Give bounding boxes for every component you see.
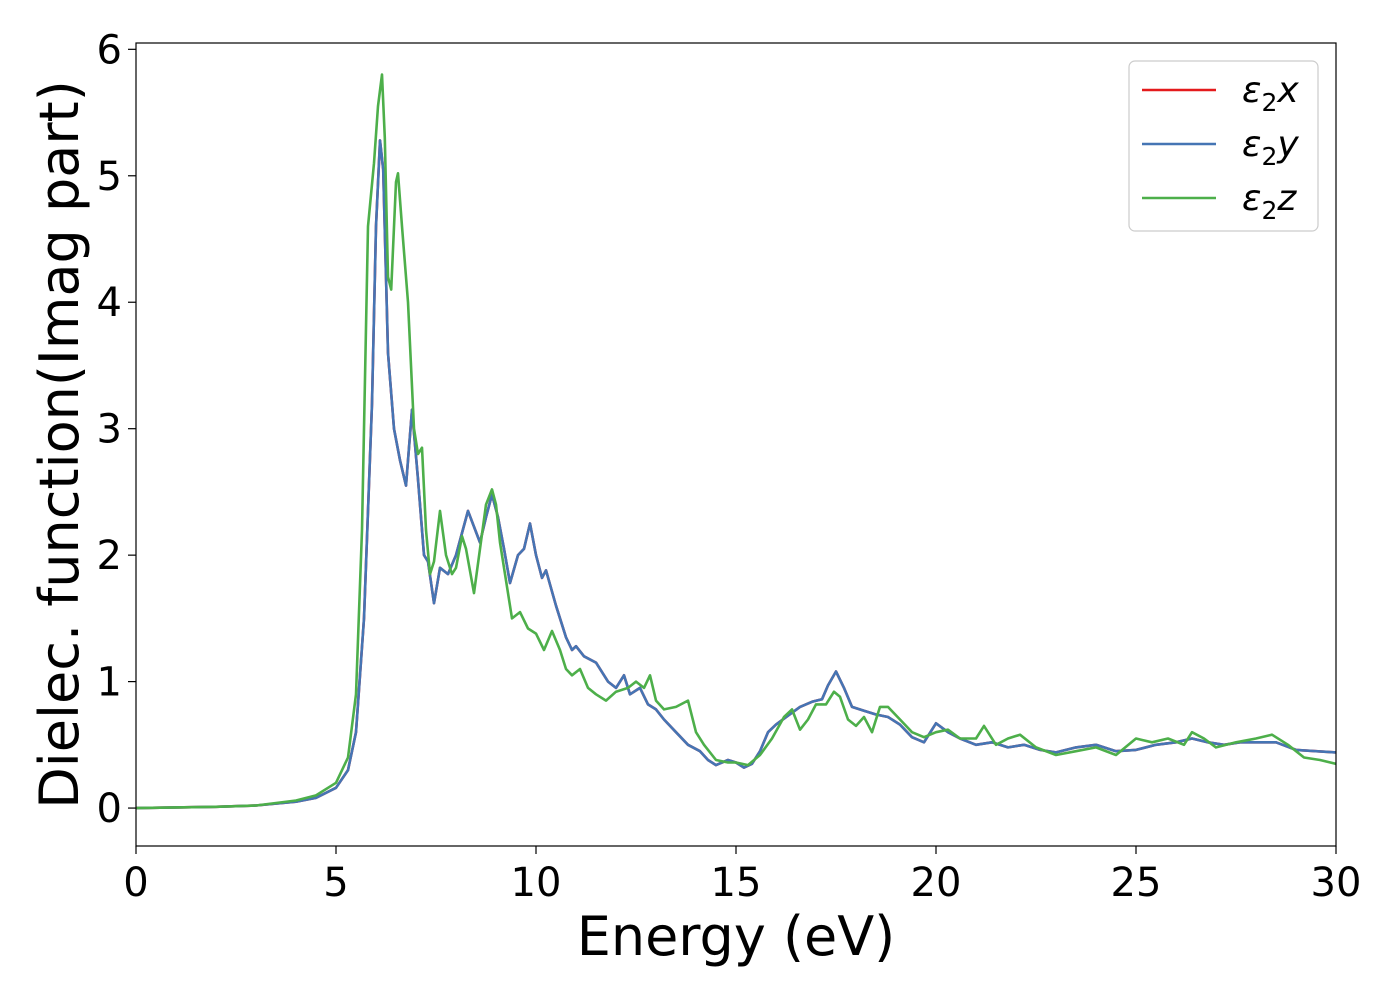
legend-label-base: ε (1242, 124, 1261, 165)
legend-label-subscript: 2 (1261, 142, 1277, 171)
x-tick-label: 20 (911, 860, 962, 906)
x-tick-label: 15 (711, 860, 762, 906)
legend-label-x: ε2x (1242, 70, 1299, 117)
legend-label-base: ε (1242, 178, 1261, 219)
y-axis-title: Dielec. function(Imag part) (28, 80, 91, 809)
y-tick-label: 2 (97, 533, 122, 579)
x-tick-label: 0 (123, 860, 148, 906)
y-axis: 0 1 2 3 4 5 6 (97, 27, 136, 832)
y-tick-label: 3 (97, 407, 122, 453)
legend-label-y: ε2y (1242, 124, 1299, 171)
plot-area (136, 73, 1336, 810)
y-tick-label: 5 (97, 154, 122, 200)
y-tick-label: 0 (97, 786, 122, 832)
legend-label-base: ε (1242, 70, 1261, 111)
x-tick-label: 5 (323, 860, 348, 906)
y-tick-label: 4 (97, 280, 122, 326)
series-line-z (136, 73, 1336, 810)
legend-label-z: ε2z (1242, 178, 1297, 225)
legend-label-suffix: y (1276, 124, 1299, 165)
legend-label-suffix: z (1276, 178, 1297, 219)
x-axis-title: Energy (eV) (577, 905, 896, 968)
series-line-y (136, 139, 1336, 810)
legend-label-suffix: x (1276, 70, 1299, 111)
x-axis: 0 5 10 15 20 25 30 (123, 846, 1361, 906)
x-tick-label: 10 (511, 860, 562, 906)
x-tick-label: 25 (1111, 860, 1162, 906)
y-tick-label: 6 (97, 27, 122, 73)
legend-label-subscript: 2 (1261, 88, 1277, 117)
legend-label-subscript: 2 (1261, 196, 1277, 225)
x-tick-label: 30 (1311, 860, 1362, 906)
y-tick-label: 1 (97, 660, 122, 706)
legend-box (1128, 60, 1319, 232)
